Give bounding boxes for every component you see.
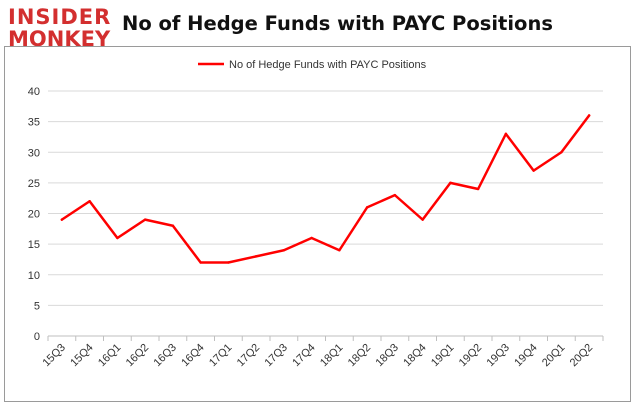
y-tick-label: 30	[28, 147, 40, 159]
x-tick-label: 17Q2	[235, 342, 263, 370]
data-point	[88, 200, 91, 203]
y-tick-label: 10	[28, 270, 40, 282]
y-tick-label: 35	[28, 117, 40, 129]
x-tick-label: 18Q1	[318, 342, 346, 370]
data-point	[560, 151, 563, 154]
data-point	[476, 187, 480, 191]
data-point	[60, 218, 64, 221]
x-tick-label: 15Q3	[40, 342, 68, 370]
x-tick-label: 15Q4	[68, 342, 96, 370]
x-tick-label: 20Q2	[568, 342, 596, 370]
y-axis: 0 5 10 15 20 25 30 35 40	[28, 86, 40, 343]
data-point	[199, 261, 202, 264]
data-point	[338, 249, 341, 252]
x-tick-label: 16Q2	[124, 342, 152, 370]
y-tick-label: 20	[28, 209, 40, 221]
grid-lines	[48, 90, 603, 337]
x-tick-label: 20Q1	[540, 342, 568, 370]
series-group	[60, 114, 591, 264]
x-tick-label: 17Q1	[207, 342, 235, 370]
chart-frame	[4, 46, 631, 402]
legend: No of Hedge Funds with PAYC Positions	[198, 59, 427, 71]
x-tick-label: 18Q4	[401, 342, 429, 370]
x-tick-label: 16Q4	[179, 342, 207, 370]
data-point	[310, 236, 313, 240]
series-line	[60, 114, 591, 264]
x-tick-label: 19Q4	[512, 342, 540, 370]
data-point	[143, 218, 147, 221]
data-point	[587, 114, 591, 117]
y-tick-label: 25	[28, 178, 40, 190]
data-point	[421, 218, 424, 221]
x-tick-label: 16Q3	[151, 342, 179, 370]
data-point	[282, 249, 286, 252]
logo-line-1: INSIDER	[8, 5, 112, 29]
data-point	[532, 169, 535, 172]
data-point	[393, 193, 397, 197]
legend-label: No of Hedge Funds with PAYC Positions	[229, 59, 427, 71]
data-point	[116, 236, 119, 240]
data-point	[227, 261, 230, 264]
data-point	[254, 255, 258, 258]
y-tick-label: 40	[28, 86, 40, 98]
x-axis: 15Q3 15Q4 16Q1 16Q2 16Q3 16Q4 17Q1 17Q2 17Q3 17Q4…	[40, 335, 604, 370]
y-tick-label: 5	[34, 300, 40, 312]
logo-line-2: MONKEY	[8, 27, 111, 51]
x-tick-label: 16Q1	[96, 342, 124, 370]
x-tick-label: 19Q2	[457, 342, 485, 370]
x-tick-label: 17Q3	[262, 342, 290, 370]
x-tick-label: 18Q3	[373, 342, 401, 370]
data-point	[171, 224, 175, 227]
chart-title: No of Hedge Funds with PAYC Positions	[122, 12, 553, 35]
data-point	[504, 132, 508, 136]
data-point	[449, 181, 452, 185]
data-point	[365, 206, 369, 209]
y-tick-label: 15	[28, 239, 40, 251]
insider-monkey-logo: INSIDER MONKEY	[8, 6, 116, 50]
x-tick-label: 19Q3	[484, 342, 512, 370]
x-tick-label: 18Q2	[346, 342, 374, 370]
x-tick-label: 17Q4	[290, 342, 318, 370]
y-tick-label: 0	[34, 331, 40, 343]
x-tick-label: 19Q1	[429, 342, 457, 370]
